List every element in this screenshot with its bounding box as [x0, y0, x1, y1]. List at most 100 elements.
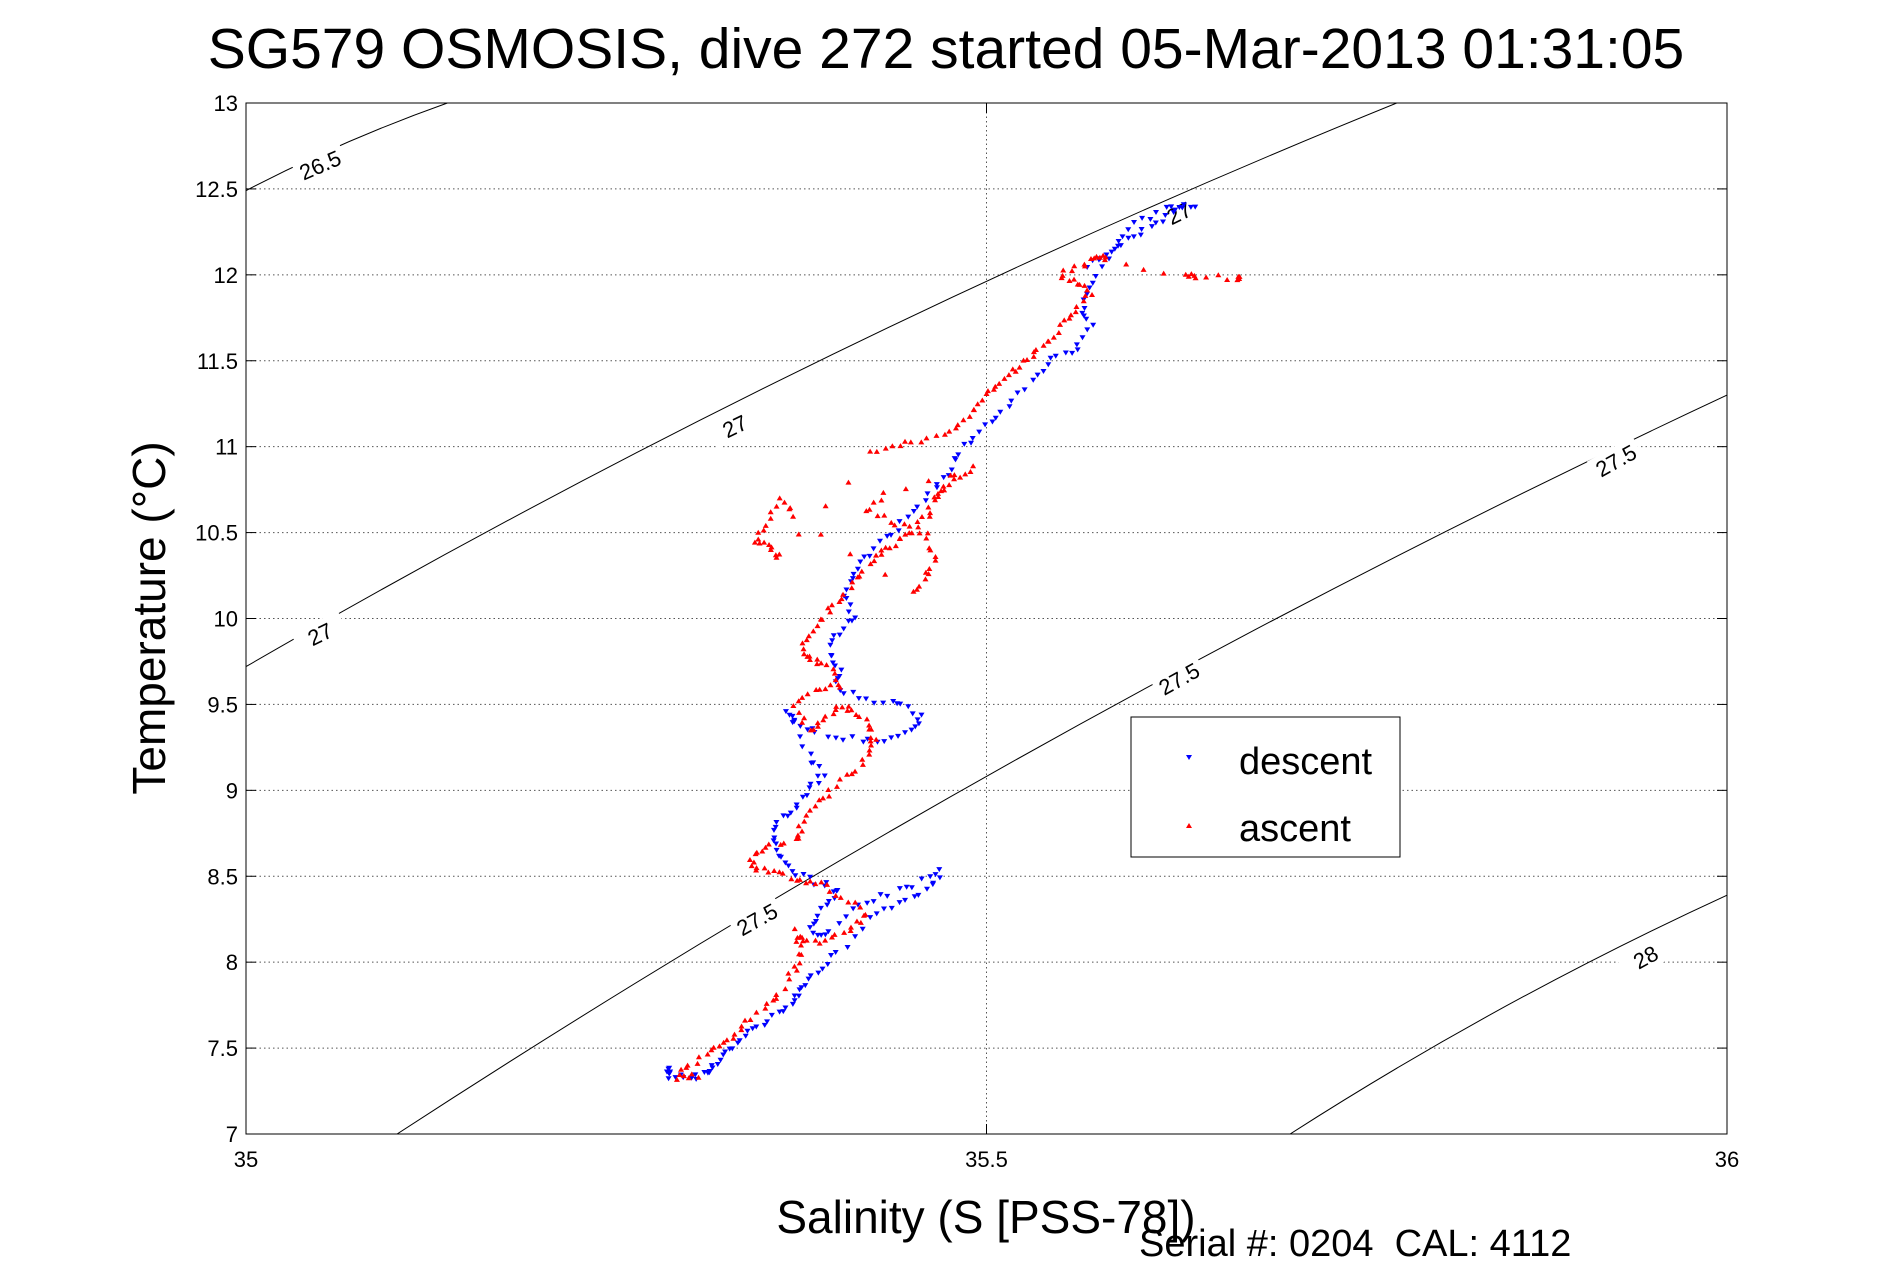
ascent-point	[1032, 347, 1039, 353]
ascent-point	[847, 924, 854, 930]
ascent-point	[951, 476, 958, 482]
descent-point	[1034, 372, 1041, 378]
x-tick-label: 36	[1715, 1147, 1739, 1172]
ascent-point	[867, 561, 874, 567]
descent-point	[789, 720, 796, 726]
ascent-point	[817, 531, 824, 537]
density-contour-27	[246, 103, 1397, 668]
descent-point	[992, 415, 999, 421]
ascent-point	[924, 530, 931, 536]
ascent-point	[836, 776, 843, 782]
legend-marker-ascent	[1186, 823, 1192, 828]
descent-point	[1192, 204, 1199, 210]
ascent-point	[1203, 274, 1210, 280]
ascent-point	[856, 714, 863, 720]
descent-point	[807, 781, 814, 787]
y-axis-ticks: 7 7.5 8 8.5 9 9.5 10 10.5 11 11.5 12 12.5 13	[195, 91, 1727, 1147]
ascent-point	[863, 508, 870, 514]
descent-point	[665, 1076, 672, 1082]
descent-point	[827, 642, 834, 648]
ascent-point	[863, 716, 870, 722]
ascent-point	[1101, 257, 1108, 263]
ascent-point	[823, 662, 830, 668]
descent-point	[761, 1022, 768, 1028]
ascent-point	[685, 1075, 692, 1081]
ascent-point	[1192, 275, 1199, 281]
ascent-point	[750, 859, 757, 865]
ascent-point	[723, 1037, 730, 1043]
y-tick-label: 8	[226, 950, 238, 975]
descent-point	[888, 905, 895, 911]
ascent-point	[831, 931, 838, 937]
ascent-point	[957, 474, 964, 480]
ascent-point	[814, 723, 821, 729]
ascent-point	[932, 497, 939, 503]
ascent-point	[853, 711, 860, 717]
contour-label-bg	[290, 610, 350, 658]
contour-label-bg	[1616, 933, 1675, 981]
y-tick-label: 8.5	[207, 864, 238, 889]
descent-point	[867, 915, 874, 921]
ascent-point	[793, 967, 800, 973]
descent-point	[782, 860, 789, 866]
ascent-point	[833, 783, 840, 789]
descent-point	[1147, 216, 1154, 222]
ascent-point	[688, 1071, 695, 1077]
ascent-point	[886, 545, 893, 551]
ascent-point	[832, 677, 839, 683]
descent-point	[808, 751, 815, 757]
y-axis-label: Temperature (°C)	[123, 441, 175, 794]
ascent-point	[831, 670, 838, 676]
ascent-point	[796, 709, 803, 715]
ascent-point	[753, 865, 760, 871]
ascent-point	[1044, 338, 1051, 344]
ascent-point	[847, 928, 854, 934]
descent-point	[1069, 350, 1076, 356]
ascent-point	[796, 960, 803, 966]
ascent-point	[786, 976, 793, 982]
ascent-point	[1071, 276, 1078, 282]
descent-point	[688, 1075, 695, 1081]
ascent-point	[845, 479, 852, 485]
ascent-point	[742, 1017, 749, 1023]
ascent-point	[866, 747, 873, 753]
descent-point	[802, 983, 809, 989]
descent-point	[815, 780, 822, 786]
y-tick-label: 7.5	[207, 1036, 238, 1061]
descent-point	[1092, 273, 1099, 279]
descent-point	[1079, 335, 1086, 341]
descent-point	[814, 913, 821, 919]
ascent-point	[853, 918, 860, 924]
descent-point	[777, 854, 784, 860]
descent-point	[832, 949, 839, 955]
ascent-point	[1102, 254, 1109, 260]
descent-point	[849, 734, 856, 740]
descent-point	[1081, 306, 1088, 312]
ascent-point	[751, 539, 758, 545]
ascent-point	[856, 573, 863, 579]
ascent-point	[960, 417, 967, 423]
descent-point	[829, 660, 836, 666]
descent-point	[1045, 362, 1052, 368]
ascent-point	[776, 869, 783, 875]
descent-point	[812, 919, 819, 925]
ascent-point	[804, 653, 811, 659]
descent-point	[914, 504, 921, 510]
descent-point	[968, 440, 975, 446]
ascent-point	[1050, 334, 1057, 340]
descent-point	[936, 875, 943, 881]
legend-box	[1130, 716, 1401, 858]
descent-point	[793, 805, 800, 811]
descent-point	[897, 701, 904, 707]
y-tick-label: 12	[214, 263, 238, 288]
ascent-point	[1188, 271, 1195, 277]
ascent-point	[796, 951, 803, 957]
x-tick-label: 35	[234, 1147, 258, 1172]
descent-point	[815, 970, 822, 976]
descent-point	[873, 911, 880, 917]
descent-point	[1172, 207, 1179, 213]
ascent-point	[926, 513, 933, 519]
descent-point	[832, 735, 839, 741]
ascent-point	[1071, 263, 1078, 269]
descent-point	[1073, 342, 1080, 348]
